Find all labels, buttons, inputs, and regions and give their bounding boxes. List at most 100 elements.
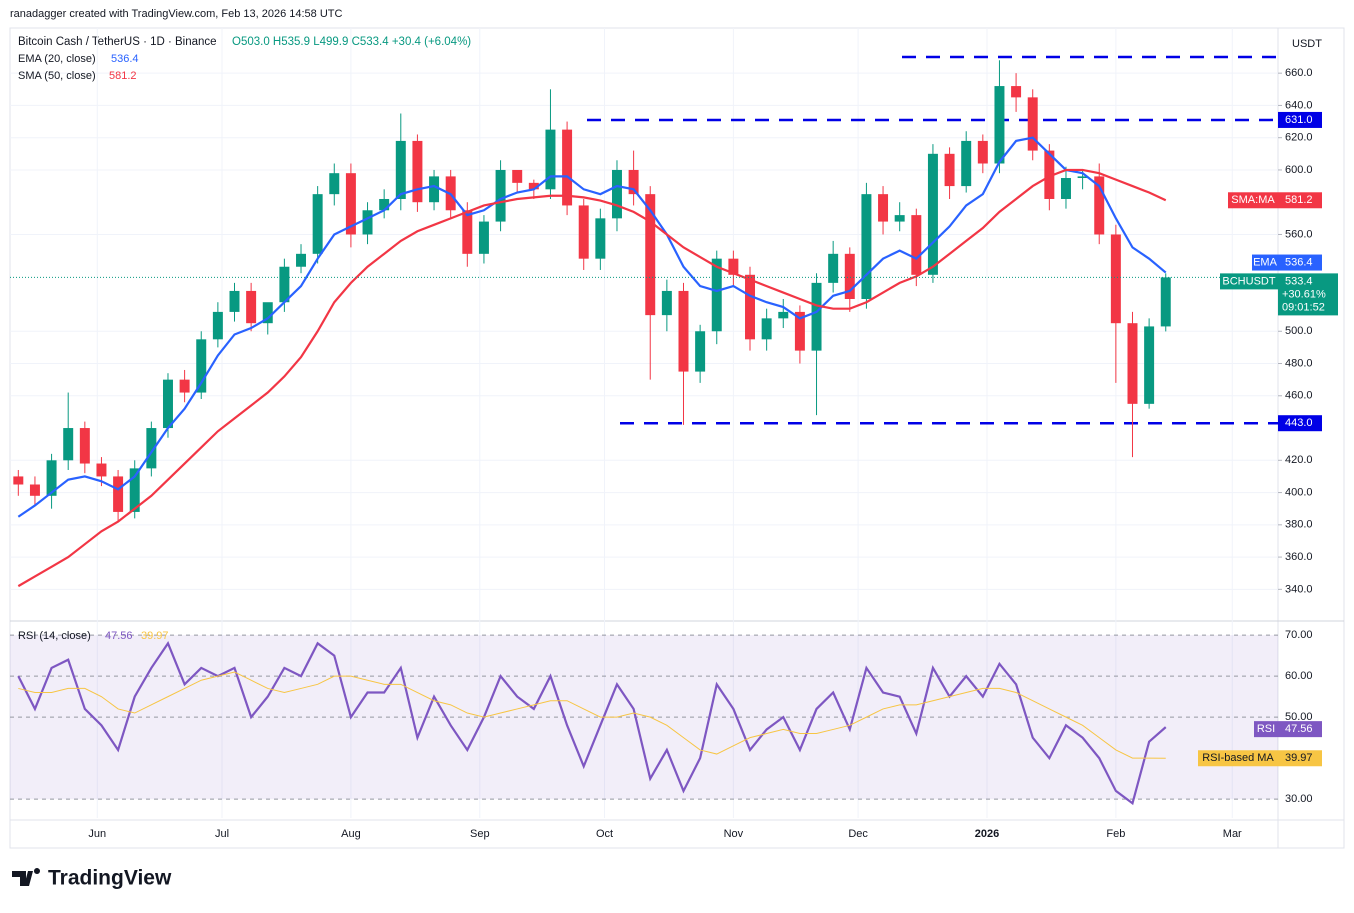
symbol-box: [1220, 273, 1278, 290]
candle-body: [495, 169, 506, 222]
candle-body: [63, 428, 74, 461]
y-tick-label: 360.0: [1285, 551, 1313, 563]
y-tick-label: 480.0: [1285, 357, 1313, 369]
y-tick-label: 380.0: [1285, 519, 1313, 531]
candle-body: [246, 290, 257, 324]
candle-body: [794, 311, 805, 351]
candle-body: [645, 194, 656, 316]
candle-body: [229, 290, 240, 312]
symbol-tag: BCHUSDT: [1222, 275, 1275, 287]
currency: USDT: [1292, 38, 1322, 50]
symbol: Bitcoin Cash / TetherUS · 1D · Binance: [18, 36, 217, 48]
candle-body: [29, 484, 40, 496]
candle-body: [1110, 234, 1121, 324]
y-tick-label: 400.0: [1285, 486, 1313, 498]
level-tag: [1278, 111, 1322, 128]
candle-body: [462, 210, 473, 254]
legend-name: SMA (50, close): [18, 70, 96, 82]
y-tick-label: 600.0: [1285, 164, 1313, 176]
candle-body: [1060, 178, 1071, 199]
level-label: 631.0: [1285, 114, 1313, 126]
candle-body: [611, 169, 622, 219]
candle-body: [828, 253, 839, 283]
candle-body: [545, 129, 556, 190]
candle-body: [695, 331, 706, 372]
tag-value-box: [1278, 192, 1322, 209]
candle-body: [878, 194, 889, 222]
candle-body: [745, 274, 756, 340]
candle-body: [1044, 150, 1055, 199]
x-tick-label: Jul: [215, 828, 229, 840]
candle-body: [1144, 326, 1155, 404]
x-tick-label: Aug: [341, 828, 361, 840]
tag-value-box: [1278, 750, 1322, 767]
candle-body: [1127, 323, 1138, 404]
candle-body: [146, 428, 157, 469]
frame: [9, 27, 1345, 849]
tag-label-box: [1252, 254, 1278, 271]
y-tick-label: 620.0: [1285, 132, 1313, 144]
candle-body: [312, 194, 323, 254]
candle-body: [379, 198, 390, 211]
candle-body: [944, 153, 955, 187]
indicator-line: [17, 168, 1167, 588]
tag-value: 39.97: [1285, 752, 1313, 764]
candle-body: [811, 282, 822, 351]
tag-value-box: [1278, 721, 1322, 738]
candle-body: [196, 339, 207, 393]
tag-label-box: [1254, 721, 1278, 738]
y-tick-label: 460.0: [1285, 390, 1313, 402]
x-tick-label: Sep: [470, 828, 490, 840]
candle-body: [1011, 86, 1022, 98]
candle-body: [1027, 97, 1038, 151]
candle-body: [1094, 176, 1105, 235]
candle-body: [994, 86, 1005, 164]
x-tick-label: Nov: [724, 828, 744, 840]
candle-body: [478, 221, 489, 254]
candle-body: [79, 428, 90, 464]
brand: TradingView: [48, 867, 172, 890]
candle-body: [212, 311, 223, 340]
tag-value: 536.4: [1285, 256, 1313, 268]
rsi-tick-label: 30.00: [1285, 793, 1313, 805]
candle-body: [412, 140, 423, 203]
candle-body: [977, 140, 988, 164]
legend-name: EMA (20, close): [18, 53, 96, 65]
candle-body: [1160, 277, 1171, 327]
tag-value-box: [1278, 254, 1322, 271]
candle-body: [296, 253, 307, 267]
candle-body: [13, 476, 24, 485]
candle-body: [678, 290, 689, 372]
legend-value: 536.4: [111, 53, 139, 65]
y-tick-label: 560.0: [1285, 228, 1313, 240]
candle-body: [728, 258, 739, 275]
indicator-line: [17, 136, 1167, 518]
rsi-legend-value: 39.97: [141, 630, 169, 642]
candle-body: [578, 205, 589, 259]
candle-body: [927, 153, 938, 275]
candle-body: [595, 218, 606, 259]
price-change: +30.61%: [1282, 288, 1326, 300]
candle-body: [329, 173, 340, 195]
tag-value: 47.56: [1285, 723, 1313, 735]
price-value: 533.4: [1285, 275, 1313, 287]
rsi-legend: RSI (14, close): [18, 630, 91, 642]
candle-body: [528, 182, 539, 190]
tag-value: 581.2: [1285, 194, 1313, 206]
candle-body: [129, 468, 140, 512]
rsi-line: [18, 671, 1166, 759]
candle-body: [628, 169, 639, 195]
candle-body: [96, 463, 107, 477]
rsi-legend-value: 47.56: [105, 630, 133, 642]
y-tick-label: 420.0: [1285, 454, 1313, 466]
x-tick-label: 2026: [975, 828, 999, 840]
candle-body: [778, 311, 789, 319]
candle-body: [711, 258, 722, 332]
candle-body: [512, 169, 523, 183]
candle-body: [362, 210, 373, 235]
x-tick-label: Jun: [88, 828, 106, 840]
candle-body: [1077, 176, 1088, 179]
rsi-tick-label: 50.00: [1285, 711, 1313, 723]
candle-body: [894, 215, 905, 222]
